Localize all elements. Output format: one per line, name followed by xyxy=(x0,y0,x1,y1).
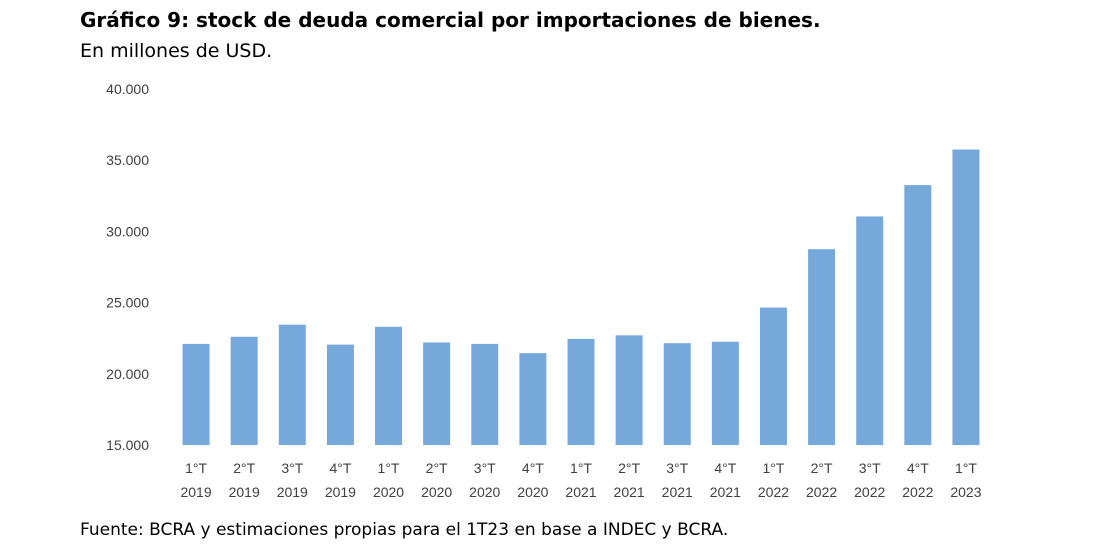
bar xyxy=(808,249,836,445)
bars xyxy=(182,149,980,445)
bar xyxy=(182,343,210,445)
bar xyxy=(278,324,306,445)
x-tick-quarter-label: 3°T xyxy=(474,460,496,476)
x-tick-quarter-label: 4°T xyxy=(907,460,929,476)
bar xyxy=(519,353,547,445)
x-tick-year-label: 2019 xyxy=(277,484,308,500)
bar xyxy=(230,336,258,445)
bar xyxy=(375,326,403,445)
x-tick-year-label: 2022 xyxy=(854,484,885,500)
x-tick-year-label: 2022 xyxy=(758,484,789,500)
bar xyxy=(567,338,595,445)
y-tick-label: 30.000 xyxy=(106,223,149,239)
x-tick-year-label: 2021 xyxy=(662,484,693,500)
x-tick-quarter-label: 1°T xyxy=(570,460,592,476)
x-tick-year-label: 2022 xyxy=(806,484,837,500)
x-tick-year-label: 2021 xyxy=(565,484,596,500)
x-tick-quarter-label: 2°T xyxy=(233,460,255,476)
x-tick-year-label: 2019 xyxy=(229,484,260,500)
bar xyxy=(326,344,354,445)
x-tick-quarter-label: 3°T xyxy=(666,460,688,476)
bar xyxy=(952,149,980,445)
x-tick-quarter-label: 2°T xyxy=(811,460,833,476)
x-tick-year-label: 2020 xyxy=(469,484,500,500)
bar xyxy=(663,343,691,445)
bar xyxy=(856,216,884,445)
chart-subtitle: En millones de USD. xyxy=(80,40,273,62)
x-tick-quarter-label: 1°T xyxy=(185,460,207,476)
x-tick-quarter-label: 3°T xyxy=(281,460,303,476)
bar xyxy=(423,342,451,445)
y-tick-label: 20.000 xyxy=(106,366,149,382)
x-tick-quarter-label: 4°T xyxy=(714,460,736,476)
bar xyxy=(904,185,932,445)
x-tick-quarter-label: 2°T xyxy=(426,460,448,476)
x-tick-quarter-label: 2°T xyxy=(618,460,640,476)
x-tick-year-label: 2022 xyxy=(902,484,933,500)
bar xyxy=(711,341,739,445)
x-tick-quarter-label: 4°T xyxy=(522,460,544,476)
x-tick-year-label: 2019 xyxy=(180,484,211,500)
x-tick-year-label: 2019 xyxy=(325,484,356,500)
x-tick-year-label: 2021 xyxy=(710,484,741,500)
x-tick-quarter-label: 1°T xyxy=(763,460,785,476)
chart-title: Gráfico 9: stock de deuda comercial por … xyxy=(80,8,821,32)
x-tick-year-label: 2021 xyxy=(614,484,645,500)
x-tick-quarter-label: 3°T xyxy=(859,460,881,476)
x-axis: 1°T 2019 2°T 2019 3°T 2019 4°T 2019 1°T 2020 2°T 20… xyxy=(180,460,981,500)
bar xyxy=(471,343,499,445)
x-tick-year-label: 2020 xyxy=(421,484,452,500)
x-tick-year-label: 2020 xyxy=(517,484,548,500)
source-note: Fuente: BCRA y estimaciones propias para… xyxy=(80,520,729,540)
x-tick-quarter-label: 1°T xyxy=(378,460,400,476)
y-tick-label: 40.000 xyxy=(106,81,149,97)
y-tick-label: 25.000 xyxy=(106,295,149,311)
x-tick-quarter-label: 1°T xyxy=(955,460,977,476)
y-axis: 15.000 20.000 25.000 30.000 35.000 40.000 xyxy=(106,81,149,453)
x-tick-year-label: 2023 xyxy=(950,484,981,500)
y-tick-label: 15.000 xyxy=(106,437,149,453)
bar xyxy=(759,307,787,445)
bar xyxy=(615,335,643,445)
x-tick-quarter-label: 4°T xyxy=(329,460,351,476)
x-tick-year-label: 2020 xyxy=(373,484,404,500)
y-tick-label: 35.000 xyxy=(106,152,149,168)
